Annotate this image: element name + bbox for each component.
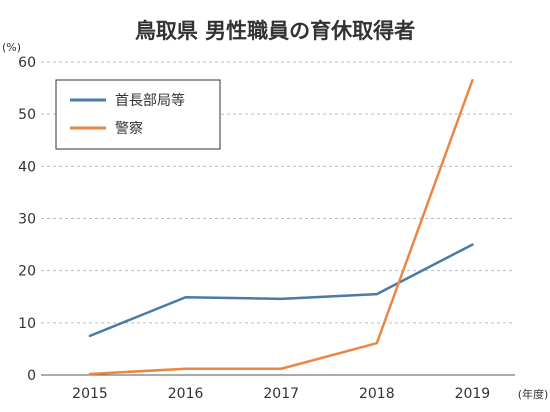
y-tick-label: 40: [18, 159, 36, 175]
y-tick-label: 50: [18, 107, 36, 123]
y-tick-label: 60: [18, 55, 36, 71]
x-tick-label: 2019: [455, 386, 491, 402]
series-line-0: [88, 243, 474, 338]
x-tick-label: 2018: [359, 386, 395, 402]
legend-label: 首長部局等: [115, 92, 185, 109]
y-tick-label: 0: [27, 368, 36, 384]
y-tick-labels: 0 10 20 30 40 50 60: [18, 55, 36, 384]
series-lines: [88, 79, 474, 376]
x-axis-unit: (年度): [518, 387, 549, 401]
grid-lines: [41, 61, 515, 324]
y-tick-label: 30: [18, 212, 36, 228]
y-tick-label: 10: [18, 316, 36, 332]
chart-title: 鳥取県 男性職員の育休取得者: [135, 19, 415, 43]
y-tick-label: 20: [18, 264, 36, 280]
x-tick-label: 2017: [263, 386, 299, 402]
x-tick-label: 2015: [72, 386, 108, 402]
x-tick-label: 2016: [168, 386, 204, 402]
legend-label: 警察: [115, 120, 143, 137]
series-line-1: [88, 79, 474, 376]
x-tick-labels: 2015 2016 2017 2018 2019: [72, 386, 490, 402]
legend-box: [55, 79, 221, 150]
y-axis-unit: (%): [2, 41, 21, 54]
